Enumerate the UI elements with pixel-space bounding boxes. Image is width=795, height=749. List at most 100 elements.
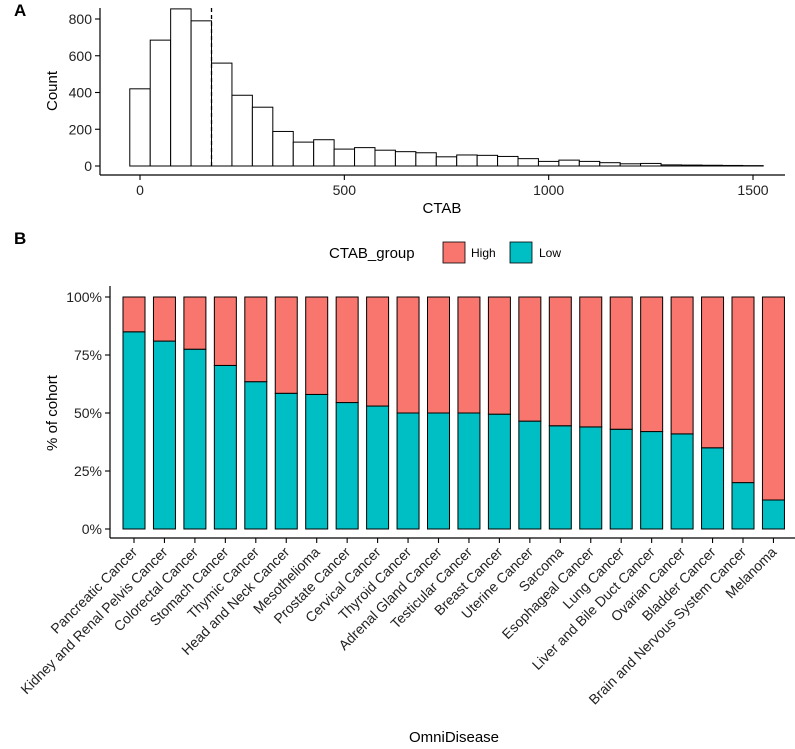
hist-bar (497, 155, 519, 167)
bar-segment-high (670, 296, 694, 435)
hist-bar (701, 164, 723, 167)
hist-bar (415, 152, 437, 167)
bar-segment-low (670, 433, 694, 530)
bar-segment-low (761, 499, 785, 530)
bar-segment-high (152, 296, 176, 342)
legend-label-high: High (471, 246, 496, 260)
hist-bar (394, 151, 417, 167)
bar-category-label: Kidney and Renal Pelvis Cancer (17, 544, 171, 698)
bar-segment-high (244, 296, 268, 383)
bar-segment-low (579, 426, 603, 530)
hist-bar (354, 147, 376, 167)
hist-bar (456, 154, 478, 167)
hist-bar (660, 164, 682, 167)
bar-segment-high (427, 296, 450, 414)
hist-bar (640, 162, 662, 167)
bar-y-axis-title: % of cohort (44, 374, 61, 451)
bar-segment-high (518, 296, 542, 422)
bar-segment-low (305, 393, 329, 530)
bar-segment-high (122, 296, 146, 333)
bar-segment-low (548, 425, 572, 530)
bar-segment-high (457, 296, 481, 414)
bar-segment-low (274, 392, 298, 530)
hist-bar (231, 94, 253, 167)
bar-segment-high (335, 296, 359, 404)
bar-segment-high (274, 296, 298, 394)
histogram-panel: 0 200 400 600 800 0 500 1000 1500 CTAB Count (44, 8, 785, 217)
hist-bar (292, 141, 315, 167)
bar-segment-high (640, 296, 664, 433)
hist-bar (619, 163, 642, 167)
bar-segment-high (213, 296, 237, 366)
bar-segment-low (457, 412, 481, 530)
bar-segment-low (487, 413, 511, 530)
hist-bar (537, 160, 560, 167)
hist-bar (558, 159, 580, 167)
bar-segment-high (761, 296, 785, 501)
bar-segment-high (183, 296, 207, 350)
bar-y-tick-label: 100% (66, 289, 102, 305)
bar-segment-high (366, 296, 390, 407)
hist-x-tick-label: 0 (136, 182, 144, 198)
bar-y-tick-label: 50% (74, 405, 102, 421)
bar-segment-high (609, 296, 633, 430)
bar-segment-low (152, 340, 176, 530)
bar-y-tick-label: 0% (82, 521, 102, 537)
bar-segment-low (731, 482, 755, 530)
hist-x-axis-title: CTAB (423, 200, 462, 217)
hist-bar (476, 154, 499, 167)
bar-segment-low (335, 402, 359, 530)
hist-bar (721, 164, 744, 167)
hist-bar (333, 148, 356, 167)
hist-bar (272, 130, 294, 167)
legend-title: CTAB_group (329, 245, 415, 262)
hist-y-tick-label: 400 (69, 85, 93, 101)
legend-swatch-high (442, 241, 466, 264)
bar-segment-high (579, 296, 603, 428)
bar-segment-low (701, 447, 725, 530)
bar-segment-low (640, 431, 664, 530)
bar-segment-high (305, 296, 329, 395)
bar-y-tick-label: 25% (74, 463, 102, 479)
hist-y-tick-label: 800 (69, 11, 93, 27)
bar-segment-high (731, 296, 755, 484)
hist-bar (374, 149, 396, 167)
hist-bar (211, 62, 233, 167)
hist-bar (578, 160, 601, 167)
hist-y-tick-label: 0 (84, 158, 92, 174)
hist-bar (313, 139, 335, 167)
hist-bar (599, 162, 621, 167)
bar-segment-high (548, 296, 572, 427)
bar-segment-low (213, 364, 237, 530)
bar-y-tick-label: 75% (74, 347, 102, 363)
bar-segment-low (183, 348, 207, 530)
legend-label-low: Low (539, 246, 561, 260)
bar-segment-high (701, 296, 725, 449)
hist-bar (149, 39, 172, 167)
bar-segment-high (396, 296, 420, 414)
hist-bar (435, 156, 458, 167)
bar-segment-low (396, 412, 420, 530)
bar-segment-low (609, 428, 633, 530)
hist-bar (190, 20, 213, 167)
legend: CTAB_group High Low (329, 241, 561, 264)
bar-segment-low (366, 405, 390, 530)
hist-bar (170, 8, 192, 167)
bar-segment-low (244, 381, 268, 530)
bar-segment-low (518, 420, 542, 530)
bar-segment-low (427, 412, 450, 530)
hist-bar (129, 88, 151, 167)
bar-x-axis-title: OmniDisease (409, 729, 499, 746)
hist-y-tick-label: 600 (69, 48, 93, 64)
hist-x-tick-label: 1500 (737, 182, 768, 198)
panel-a-label: A (14, 1, 26, 20)
bar-segment-low (122, 331, 146, 530)
hist-bar (680, 164, 703, 167)
hist-y-axis-title: Count (44, 70, 61, 111)
stacked-bar-panel: 0%25%50%75%100% Pancreatic CancerKidney … (17, 286, 795, 746)
bar-segment-high (487, 296, 511, 415)
hist-x-tick-label: 500 (333, 182, 357, 198)
hist-x-tick-label: 1000 (533, 182, 564, 198)
hist-y-tick-label: 200 (69, 121, 93, 137)
